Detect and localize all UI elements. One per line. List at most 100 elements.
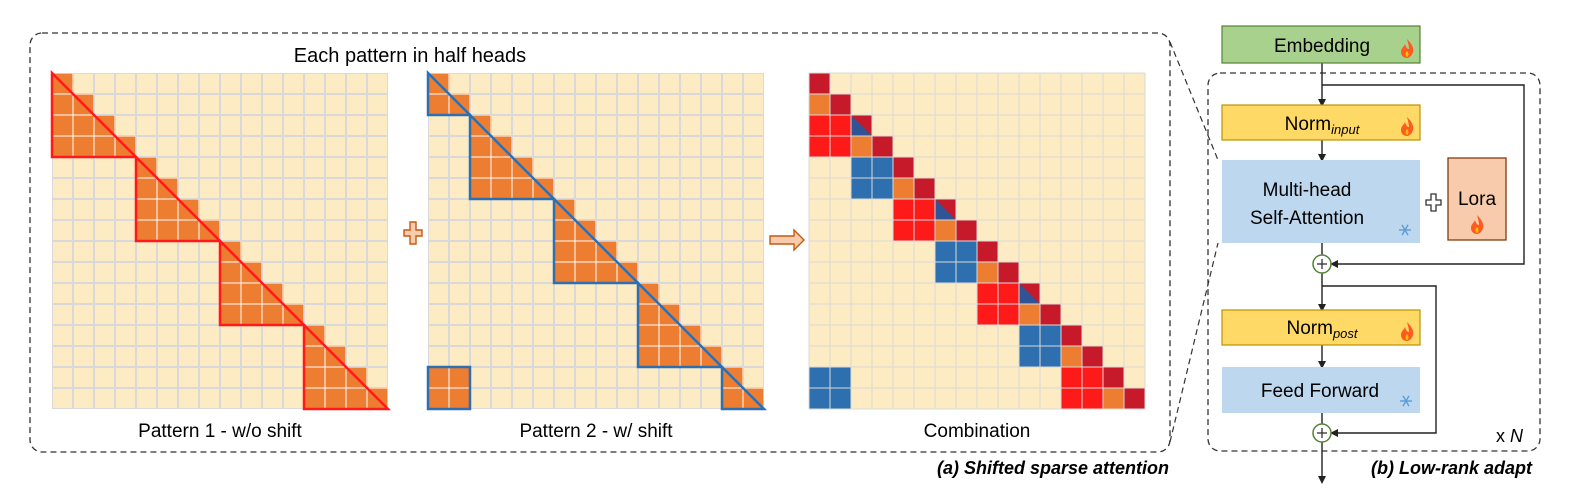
attention-cell: [851, 178, 872, 199]
attention-cell: [830, 367, 851, 388]
attention-cell: [491, 157, 512, 178]
empty-cell: [52, 283, 73, 304]
empty-cell: [554, 157, 575, 178]
empty-cell: [157, 136, 178, 157]
empty-cell: [680, 220, 701, 241]
empty-cell: [241, 136, 262, 157]
attention-cell: [304, 388, 325, 409]
empty-cell: [617, 115, 638, 136]
empty-cell: [73, 220, 94, 241]
diagonal-cell: [977, 241, 998, 262]
empty-cell: [638, 220, 659, 241]
block-outlines: [50, 69, 392, 411]
empty-cell: [115, 346, 136, 367]
empty-cell: [491, 283, 512, 304]
diagonal-cell: [872, 136, 893, 157]
empty-cell: [638, 115, 659, 136]
zoom-line-top: [1169, 41, 1219, 161]
diagonal-cell: [956, 220, 977, 241]
empty-cell: [743, 178, 764, 199]
attention-cell: [659, 325, 680, 346]
empty-cell: [743, 325, 764, 346]
empty-cell: [325, 178, 346, 199]
attention-cell: [977, 262, 998, 283]
empty-cell: [512, 220, 533, 241]
empty-cell: [512, 346, 533, 367]
empty-cell: [428, 283, 449, 304]
empty-cell: [73, 304, 94, 325]
empty-cell: [617, 367, 638, 388]
empty-cell: [346, 73, 367, 94]
attention-cell: [428, 94, 449, 115]
empty-cell: [596, 94, 617, 115]
empty-cell: [157, 283, 178, 304]
empty-cell: [325, 325, 346, 346]
empty-cell: [178, 283, 199, 304]
empty-cell: [199, 178, 220, 199]
attention-cell: [470, 178, 491, 199]
empty-cell: [346, 346, 367, 367]
attention-cell: [220, 262, 241, 283]
empty-cell: [304, 73, 325, 94]
empty-cell: [701, 241, 722, 262]
empty-cell: [428, 220, 449, 241]
empty-cell: [94, 283, 115, 304]
empty-cell: [596, 73, 617, 94]
empty-cell: [94, 73, 115, 94]
empty-cell: [157, 304, 178, 325]
empty-cell: [596, 178, 617, 199]
attention-cell: [428, 367, 449, 388]
empty-cell: [136, 136, 157, 157]
empty-cell: [722, 73, 743, 94]
empty-cell: [722, 178, 743, 199]
diagonal-cell: [998, 262, 1019, 283]
snowflake-icon: [1399, 224, 1411, 236]
empty-cell: [241, 94, 262, 115]
pattern-1-grid: [50, 69, 392, 411]
flame-icon: [1471, 215, 1484, 234]
empty-cell: [115, 94, 136, 115]
empty-cell: [52, 220, 73, 241]
feed-forward-label: Feed Forward: [1261, 381, 1379, 402]
empty-cell: [428, 304, 449, 325]
attention-label-line2: Self-Attention: [1250, 208, 1364, 229]
attention-cell: [575, 241, 596, 262]
attention-cell: [977, 283, 998, 304]
empty-cell: [722, 325, 743, 346]
empty-cell: [722, 262, 743, 283]
empty-cell: [325, 220, 346, 241]
empty-cell: [743, 262, 764, 283]
attention-cell: [157, 220, 178, 241]
empty-cell: [178, 73, 199, 94]
empty-cell: [659, 73, 680, 94]
empty-cell: [283, 94, 304, 115]
empty-cell: [262, 346, 283, 367]
attention-cell: [346, 388, 367, 409]
norm-post-block: [1221, 309, 1421, 346]
empty-cell: [722, 304, 743, 325]
empty-cell: [617, 178, 638, 199]
empty-cell: [157, 73, 178, 94]
empty-cell: [178, 388, 199, 409]
attention-cell: [638, 346, 659, 367]
empty-cell: [115, 241, 136, 262]
empty-cell: [304, 94, 325, 115]
attention-cell: [638, 304, 659, 325]
empty-cell: [659, 199, 680, 220]
empty-cell: [178, 178, 199, 199]
empty-cell: [701, 199, 722, 220]
diagonal-cell: [1124, 388, 1145, 409]
empty-cell: [367, 241, 388, 262]
empty-cell: [283, 73, 304, 94]
empty-cell: [491, 262, 512, 283]
empty-cell: [346, 115, 367, 136]
empty-cell: [199, 115, 220, 136]
diagonal-cell: [830, 94, 851, 115]
empty-cell: [554, 367, 575, 388]
empty-cell: [596, 157, 617, 178]
empty-cell: [743, 115, 764, 136]
empty-cell: [449, 73, 470, 94]
empty-cell: [367, 178, 388, 199]
empty-cell: [428, 178, 449, 199]
empty-cell: [241, 346, 262, 367]
